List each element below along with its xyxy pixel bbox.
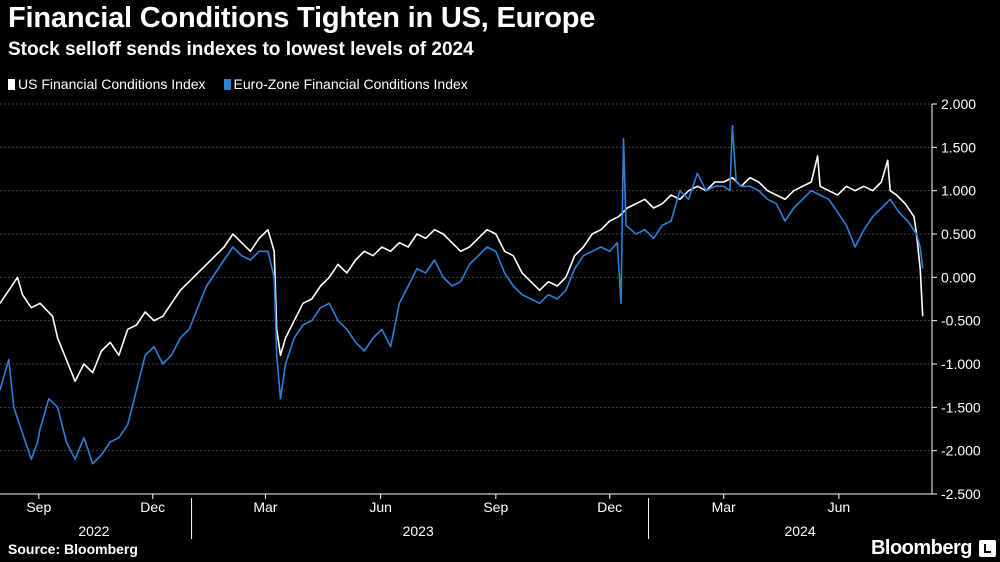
legend-label-eu: Euro-Zone Financial Conditions Index	[233, 76, 468, 92]
legend: US Financial Conditions Index Euro-Zone …	[8, 76, 468, 92]
source-note: Source: Bloomberg	[8, 541, 138, 557]
x-tick-label: Sep	[483, 499, 508, 515]
series-line-us	[0, 155, 924, 383]
y-tick-label: -0.500	[941, 313, 981, 329]
x-tick-label: Dec	[140, 499, 165, 515]
y-tick-label: -2.000	[941, 443, 981, 459]
x-tick-label: Mar	[253, 499, 277, 515]
legend-swatch-eu	[223, 78, 231, 90]
y-tick-label: -1.500	[941, 399, 981, 415]
y-tick-label: 0.500	[941, 226, 976, 242]
y-tick-label: 2.000	[941, 96, 976, 112]
x-year-label: 2024	[784, 523, 815, 539]
legend-swatch-us	[8, 78, 15, 90]
brand-logo-text: Bloomberg	[870, 537, 973, 559]
x-tick-label: Jun	[369, 499, 392, 515]
y-tick-label: 1.000	[941, 183, 976, 199]
legend-item-us: US Financial Conditions Index	[8, 76, 206, 92]
chart-subtitle: Stock selloff sends indexes to lowest le…	[8, 39, 474, 60]
y-tick-label: 1.500	[941, 139, 976, 155]
legend-label-us: US Financial Conditions Index	[18, 76, 206, 92]
x-tick-label: Jun	[828, 499, 851, 515]
x-tick-label: Mar	[712, 499, 736, 515]
series-line-eu	[0, 124, 924, 465]
x-year-label: 2022	[78, 523, 109, 539]
x-year-label: 2023	[403, 523, 434, 539]
y-tick-label: -1.000	[941, 356, 981, 372]
x-tick-label: Dec	[597, 499, 622, 515]
y-tick-label: -2.500	[941, 486, 981, 502]
x-tick-label: Sep	[26, 499, 51, 515]
legend-item-eu: Euro-Zone Financial Conditions Index	[223, 76, 468, 92]
bloomberg-icon	[979, 540, 996, 557]
chart-title: Financial Conditions Tighten in US, Euro…	[8, 2, 596, 34]
y-tick-label: 0.000	[941, 269, 976, 285]
